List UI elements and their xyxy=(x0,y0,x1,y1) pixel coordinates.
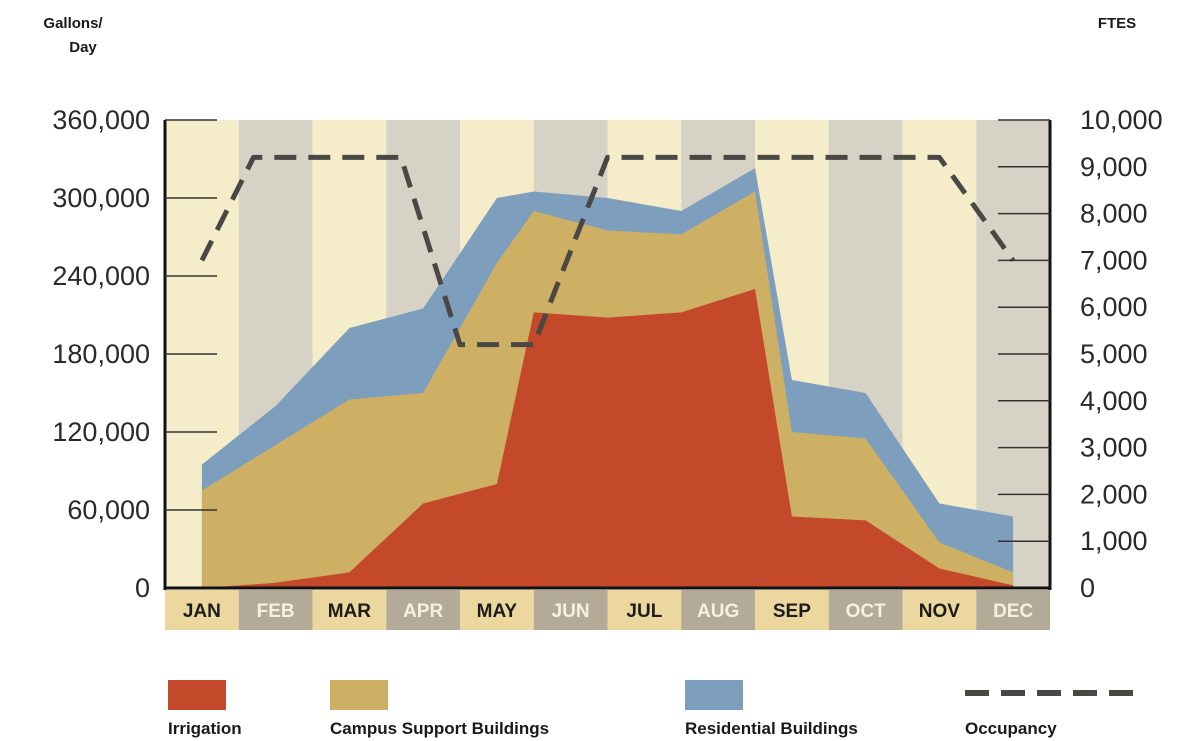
month-label: OCT xyxy=(846,601,887,622)
month-label: DEC xyxy=(993,601,1033,622)
month-label: JUN xyxy=(552,601,590,622)
left-tick-label: 300,000 xyxy=(52,183,150,213)
right-tick-label: 0 xyxy=(1080,573,1095,603)
month-label-box xyxy=(238,590,313,630)
legend: Irrigation Campus Support Buildings Reside… xyxy=(168,680,1140,738)
legend-swatch-campus-support-buildings xyxy=(330,680,388,710)
right-tick-label: 2,000 xyxy=(1080,479,1148,509)
right-axis-unit: FTES xyxy=(1098,15,1136,32)
left-tick-label: 240,000 xyxy=(52,261,150,291)
left-tick-label: 120,000 xyxy=(52,417,150,447)
legend-label-residential-buildings: Residential Buildings xyxy=(685,719,858,738)
month-label-box xyxy=(828,590,903,630)
month-label-box xyxy=(533,590,608,630)
month-label: NOV xyxy=(919,601,961,622)
month-label: MAR xyxy=(328,601,372,622)
month-label-box xyxy=(312,590,387,630)
month-label-box xyxy=(607,590,682,630)
legend-label-campus-support-buildings: Campus Support Buildings xyxy=(330,719,549,738)
month-label-box xyxy=(755,590,829,630)
left-tick-label: 0 xyxy=(135,573,150,603)
month-label: APR xyxy=(403,601,443,622)
right-tick-label: 1,000 xyxy=(1080,526,1148,556)
legend-swatch-irrigation xyxy=(168,680,226,710)
right-tick-label: 10,000 xyxy=(1080,105,1163,135)
month-label-box xyxy=(386,590,460,630)
month-label: MAY xyxy=(477,601,518,622)
right-tick-label: 7,000 xyxy=(1080,245,1148,275)
month-label-box xyxy=(976,590,1050,630)
occupancy-series-line xyxy=(199,154,1016,348)
month-labels: JAN FEB MAR APR MAY JUN JUL AUG SEP OCT NOV DEC xyxy=(165,590,1050,630)
month-label-box xyxy=(165,590,239,630)
month-label-box xyxy=(902,590,977,630)
area-irrigation xyxy=(201,289,1014,588)
right-tick-label: 9,000 xyxy=(1080,152,1148,182)
axes xyxy=(163,119,1052,590)
tick-labels: 0 60,000 120,000 180,000 240,000 300,000 360,0… xyxy=(52,105,1162,603)
month-label-box xyxy=(460,590,534,630)
right-tick-label: 5,000 xyxy=(1080,339,1148,369)
month-label: JAN xyxy=(183,601,221,622)
left-tick-label: 180,000 xyxy=(52,339,150,369)
month-label: JUL xyxy=(626,601,662,622)
stacked-areas xyxy=(201,168,1014,588)
left-tick-label: 360,000 xyxy=(52,105,150,135)
legend-label-irrigation: Irrigation xyxy=(168,719,242,738)
legend-label-occupancy: Occupancy xyxy=(965,719,1057,738)
right-tick-label: 6,000 xyxy=(1080,292,1148,322)
month-label: SEP xyxy=(773,601,811,622)
month-label: FEB xyxy=(257,601,295,622)
right-tick-label: 3,000 xyxy=(1080,433,1148,463)
occupancy-line xyxy=(199,154,1016,348)
month-label-box xyxy=(681,590,755,630)
legend-swatch-residential-buildings xyxy=(685,680,743,710)
left-tick-label: 60,000 xyxy=(67,495,150,525)
right-tick-label: 4,000 xyxy=(1080,386,1148,416)
left-axis-unit-line2: Day xyxy=(69,39,97,56)
left-axis-unit-line1: Gallons/ xyxy=(43,15,103,32)
right-tick-label: 8,000 xyxy=(1080,199,1148,229)
month-label: AUG xyxy=(697,601,739,622)
